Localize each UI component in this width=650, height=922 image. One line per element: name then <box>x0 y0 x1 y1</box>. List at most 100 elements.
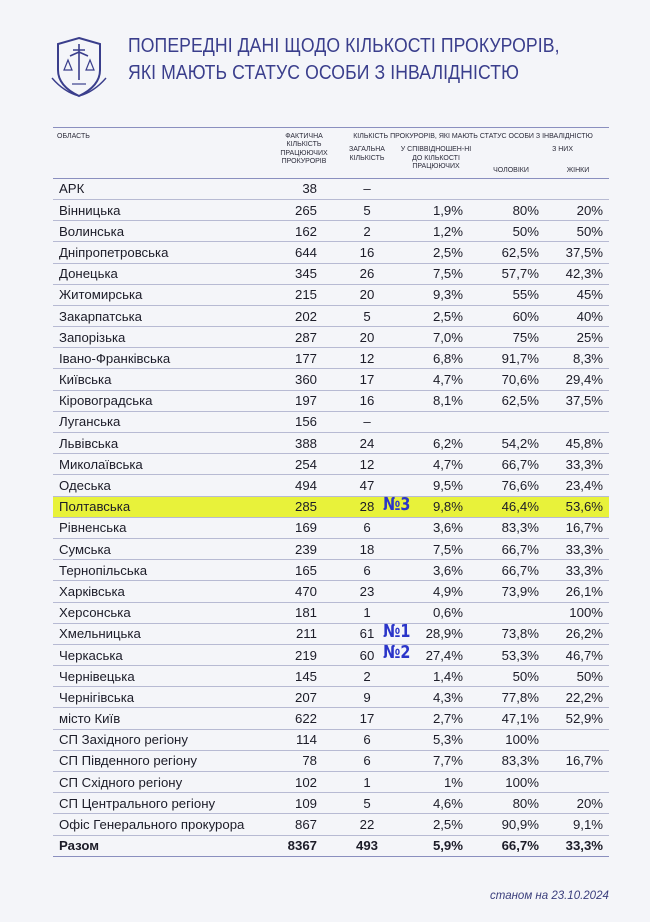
cell-women: 50% <box>547 665 610 688</box>
cell-fact: 114 <box>271 729 337 751</box>
cell-fact-value: 254 <box>294 456 317 472</box>
cell-ratio: 4,3% <box>397 686 475 709</box>
cell-name: Сумська <box>53 538 271 561</box>
table-row: Херсонська 181 1 0,6% 100% <box>53 602 610 624</box>
cell-name: Волинська <box>53 220 271 243</box>
cell-ratio-value: 9,8% <box>432 499 463 515</box>
cell-ratio: 6,2% <box>397 432 475 455</box>
cell-name-value: Чернівецька <box>59 668 135 684</box>
header-group: КІЛЬКІСТЬ ПРОКУРОРІВ, ЯКІ МАЮТЬ СТАТУС О… <box>337 127 610 145</box>
cell-ratio-value: 5,3% <box>432 732 463 748</box>
prosecutor-emblem-icon <box>51 36 107 98</box>
cell-total-value: 23 <box>359 583 375 599</box>
cell-ratio: 1,4% <box>397 665 475 688</box>
cell-ratio-value: 4,3% <box>432 689 463 705</box>
cell-name: СП Центрального регіону <box>53 792 271 815</box>
cell-men: 83,3% <box>475 750 547 773</box>
cell-women-value: 8,3% <box>572 350 604 366</box>
cell-women-value: 45,8% <box>565 435 604 451</box>
cell-fact: 219 <box>271 644 337 667</box>
cell-ratio: 9,8% №3 <box>383 494 475 518</box>
cell-women <box>547 411 610 434</box>
cell-name: Одеська <box>53 474 271 497</box>
cell-men: 70,6% <box>475 368 547 391</box>
table-row: Чернівецька 145 2 1,4% 50% 50% <box>53 665 610 688</box>
cell-women: 9,1% <box>547 813 610 836</box>
header-men: З НИХ ЧОЛОВІКИ <box>475 144 573 178</box>
cell-ratio-value: 1,9% <box>432 202 463 218</box>
cell-total: 28 <box>337 496 397 518</box>
table-row: Чернігівська 207 9 4,3% 77,8% 22,2% <box>53 686 610 709</box>
cell-fact-value: 156 <box>294 414 317 430</box>
cell-total-value: 16 <box>359 393 375 409</box>
cell-name-value: Харківська <box>59 583 125 599</box>
cell-fact: 388 <box>271 432 337 455</box>
header-total: ЗАГАЛЬНА КІЛЬКІСТЬ <box>349 146 385 162</box>
cell-fact: 177 <box>271 347 337 370</box>
cell-total: 5 <box>337 792 397 815</box>
cell-fact: 156 <box>271 411 337 434</box>
cell-men: 77,8% <box>475 686 547 709</box>
cell-name-value: Івано-Франківська <box>59 350 171 366</box>
cell-ratio-value: 6,8% <box>432 350 463 366</box>
cell-men: 62,5% <box>475 390 547 412</box>
cell-total-value: 6 <box>363 562 371 578</box>
cell-men-value: 57,7% <box>501 266 539 282</box>
table-body: АРК 38– Вінницька 265 5 1,9% 80% 20% Волинська 16… <box>53 178 610 857</box>
cell-total: 26 <box>337 263 397 285</box>
cell-total-value: 5 <box>363 308 371 324</box>
cell-fact: 470 <box>271 580 337 603</box>
cell-fact: 202 <box>271 305 337 328</box>
cell-total-value: 12 <box>359 350 375 366</box>
cell-ratio: 2,5% <box>397 241 475 264</box>
cell-men <box>475 602 547 624</box>
cell-total: 12 <box>337 453 397 476</box>
cell-ratio-value: 9,3% <box>432 287 463 303</box>
cell-ratio: 4,7% <box>397 368 475 391</box>
cell-women: 23,4% <box>547 474 610 497</box>
cell-ratio-value: 9,5% <box>432 478 463 494</box>
table-row: СП Південного регіону 78 6 7,7% 83,3% 16,7% <box>53 750 610 773</box>
cell-women: 22,2% <box>547 686 610 709</box>
cell-men: 73,8% <box>475 623 547 645</box>
cell-total-value: 16 <box>359 244 375 260</box>
cell-name-value: Миколаївська <box>59 456 143 472</box>
cell-men-value: 90,9% <box>501 817 539 833</box>
cell-women: 52,9% <box>547 707 610 730</box>
cell-women-value: 53,6% <box>565 499 604 515</box>
cell-name-value: СП Центрального регіону <box>59 795 216 811</box>
cell-women: 26,1% <box>547 580 610 603</box>
cell-name-value: Запорізька <box>59 329 126 345</box>
cell-women <box>547 771 610 794</box>
cell-name: Івано-Франківська <box>53 347 271 370</box>
cell-men-value: 62,5% <box>501 244 539 260</box>
cell-men <box>475 411 547 434</box>
cell-men-value: 50% <box>512 668 539 684</box>
cell-ratio <box>397 411 475 434</box>
table-row: місто Київ 622 17 2,7% 47,1% 52,9% <box>53 707 610 730</box>
cell-total: 6 <box>337 517 397 539</box>
cell-men-value: 55% <box>512 287 539 303</box>
cell-men: 66,7% <box>475 835 547 857</box>
cell-fact-value: 867 <box>294 817 317 833</box>
cell-ratio: 9,3% <box>397 284 475 306</box>
cell-fact: 345 <box>271 263 337 285</box>
cell-name-value: АРК <box>59 181 85 197</box>
prosecutors-table: ОБЛАСТЬ ФАКТИЧНА КІЛЬКІСТЬ ПРАЦЮЮЧИХ ПРО… <box>53 127 610 857</box>
cell-women: 16,7% <box>547 750 610 773</box>
cell-women-value: 16,7% <box>565 520 604 536</box>
cell-name-value: Чернігівська <box>59 689 135 705</box>
cell-ratio: 2,7% <box>397 707 475 730</box>
cell-total-value: 22 <box>359 817 375 833</box>
cell-fact: 169 <box>271 517 337 539</box>
cell-name: Херсонська <box>53 602 271 624</box>
cell-men-value: 50% <box>512 223 539 239</box>
cell-ratio-value: 8,1% <box>432 393 463 409</box>
cell-men: 76,6% <box>475 474 547 497</box>
cell-ratio: 7,5% <box>397 263 475 285</box>
cell-name: Луганська <box>53 411 271 434</box>
cell-ratio-value: 7,5% <box>432 266 463 282</box>
cell-name: Закарпатська <box>53 305 271 328</box>
cell-total: 23 <box>337 580 397 603</box>
table-row: Офіс Генерального прокурора 867 22 2,5% 90,9… <box>53 813 610 836</box>
